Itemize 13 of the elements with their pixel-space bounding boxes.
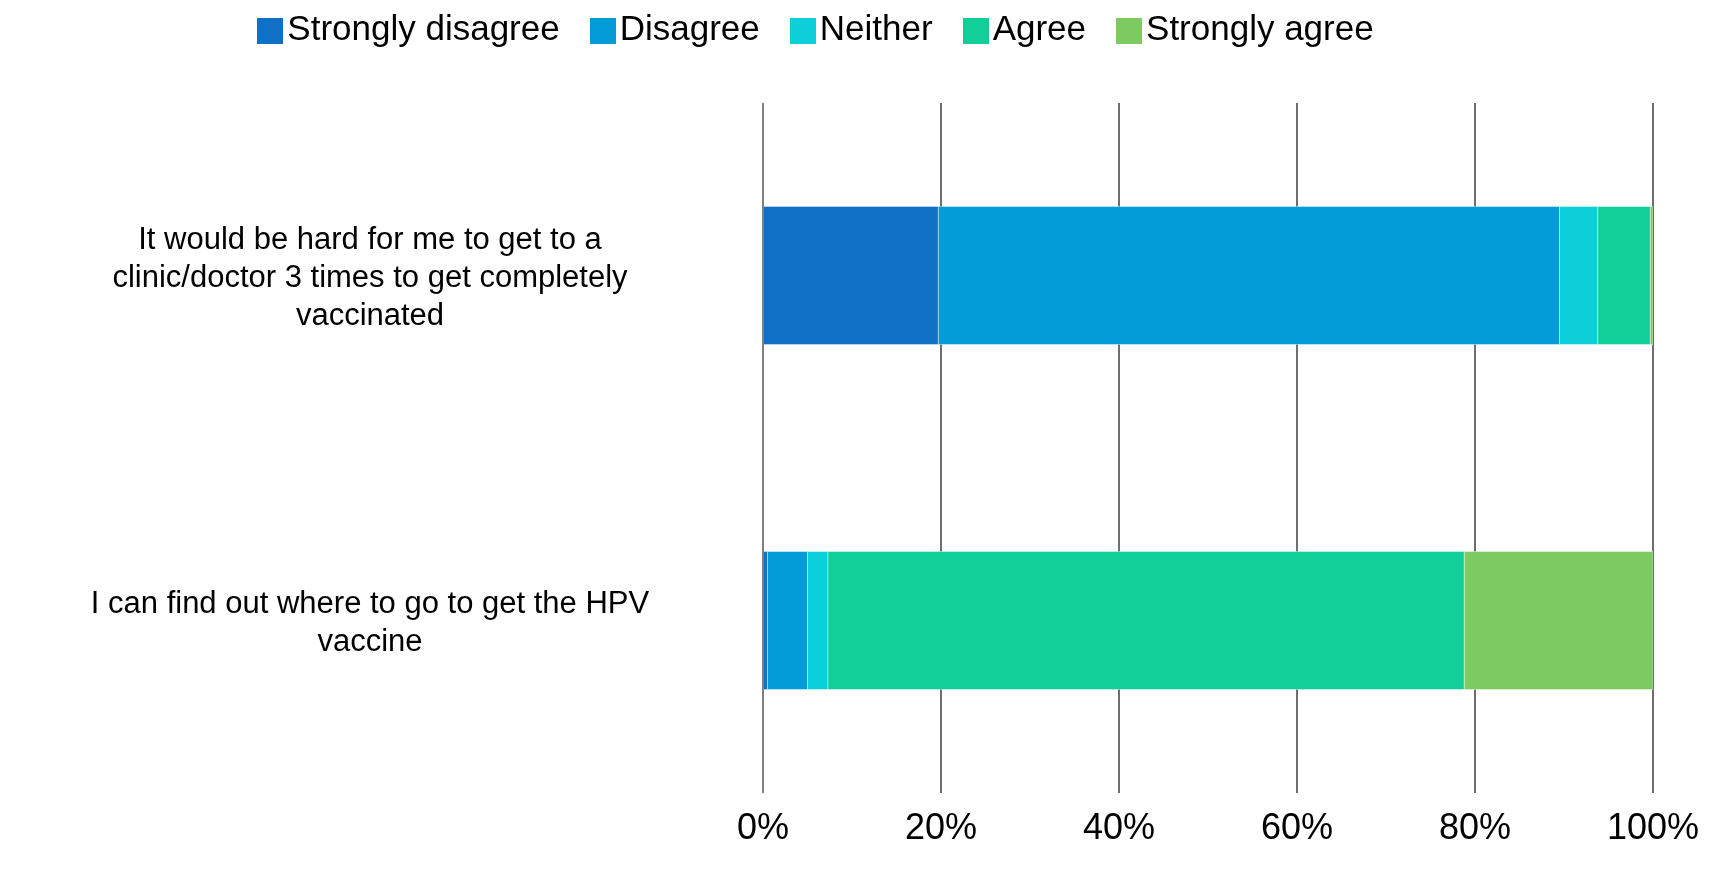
- legend-label: Agree: [992, 8, 1087, 47]
- x-tick-label: 60%: [1260, 805, 1334, 847]
- x-tick-label: 0%: [736, 805, 790, 847]
- x-tick-label: 100%: [1606, 805, 1700, 847]
- legend-label: Strongly disagree: [287, 8, 560, 47]
- x-tick-label: 80%: [1438, 805, 1512, 847]
- y-tick-label: I can find out where to go to get the HPV vaccine: [90, 584, 650, 657]
- x-tick-label: 20%: [904, 805, 978, 847]
- x-tick-label: 40%: [1082, 805, 1156, 847]
- legend-label: Neither: [819, 8, 933, 47]
- y-tick-label: It would be hard for me to get to a clinic/doctor 3 times to get completely vaccinated: [112, 220, 629, 331]
- legend-label: Strongly agree: [1146, 8, 1374, 47]
- legend-label: Disagree: [619, 8, 760, 47]
